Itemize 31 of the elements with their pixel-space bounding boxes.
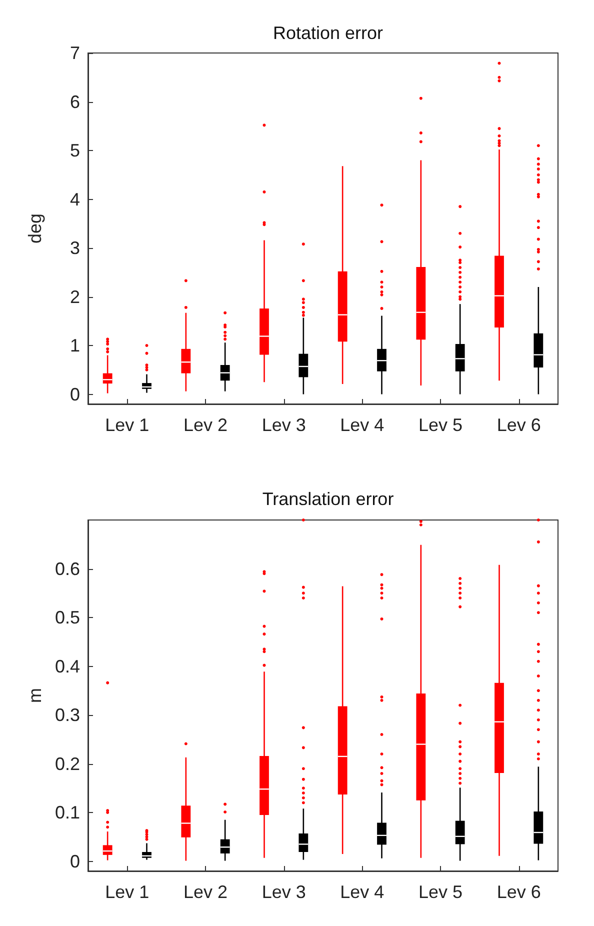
y-tick-label: 2: [70, 286, 80, 307]
y-tick-label: 1: [70, 336, 80, 356]
y-tick-label: 7: [70, 43, 80, 63]
x-tick-label: Lev 5: [418, 415, 463, 435]
y-tick-label: 0.2: [54, 754, 80, 774]
x-tick-label: Lev 4: [340, 415, 384, 435]
y-tick-label: 4: [70, 189, 80, 210]
x-tick-label: Lev 5: [418, 882, 463, 902]
x-tick-label: Lev 1: [105, 415, 150, 435]
x-tick-label: Lev 4: [340, 882, 384, 902]
y-tick-label: 0.3: [54, 705, 80, 725]
x-tick-label: Lev 2: [183, 415, 228, 435]
y-tick-label: 5: [70, 140, 80, 160]
chart-title: Translation error: [262, 489, 394, 509]
x-tick-label: Lev 1: [105, 882, 150, 902]
y-axis-title: m: [25, 688, 45, 703]
y-tick-label: 0.1: [54, 802, 80, 822]
x-tick-label: Lev 3: [262, 882, 306, 902]
y-tick-label: 0.5: [54, 608, 80, 628]
y-tick-label: 3: [70, 238, 80, 258]
y-axis-title: deg: [25, 213, 45, 244]
x-tick-label: Lev 2: [183, 882, 228, 902]
y-tick-label: 0: [70, 384, 80, 404]
x-tick-label: Lev 6: [496, 882, 541, 902]
y-tick-label: 6: [70, 92, 80, 112]
x-tick-label: Lev 3: [262, 415, 306, 435]
y-tick-label: 0.4: [54, 656, 80, 676]
x-tick-label: Lev 6: [496, 415, 541, 435]
y-tick-label: 0.6: [54, 558, 80, 579]
chart-title: Rotation error: [272, 23, 384, 43]
y-tick-label: 0: [70, 851, 80, 872]
